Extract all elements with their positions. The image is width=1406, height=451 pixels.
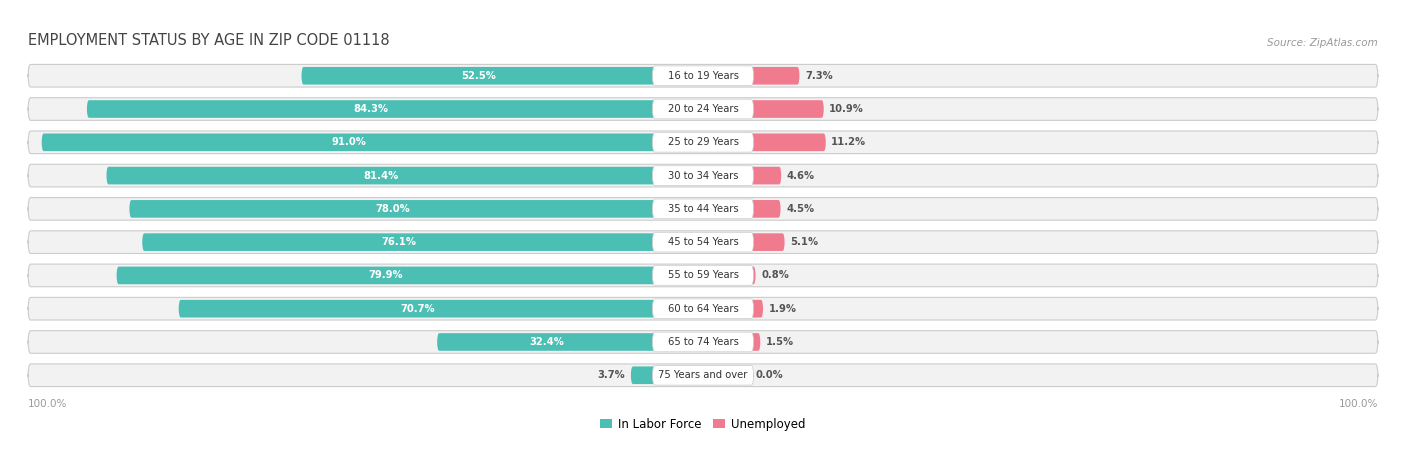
Text: 4.5%: 4.5% bbox=[786, 204, 814, 214]
FancyBboxPatch shape bbox=[28, 98, 1378, 120]
Text: 11.2%: 11.2% bbox=[831, 137, 866, 147]
Text: 52.5%: 52.5% bbox=[461, 71, 496, 81]
FancyBboxPatch shape bbox=[28, 131, 1378, 154]
Text: 3.7%: 3.7% bbox=[598, 370, 626, 380]
FancyBboxPatch shape bbox=[28, 231, 1378, 253]
Text: 45 to 54 Years: 45 to 54 Years bbox=[668, 237, 738, 247]
FancyBboxPatch shape bbox=[117, 267, 655, 284]
FancyBboxPatch shape bbox=[28, 164, 1378, 187]
Text: 5.1%: 5.1% bbox=[790, 237, 818, 247]
FancyBboxPatch shape bbox=[28, 297, 1378, 320]
FancyBboxPatch shape bbox=[28, 364, 1378, 387]
FancyBboxPatch shape bbox=[652, 66, 754, 86]
Text: 55 to 59 Years: 55 to 59 Years bbox=[668, 271, 738, 281]
FancyBboxPatch shape bbox=[437, 333, 655, 351]
FancyBboxPatch shape bbox=[301, 67, 655, 85]
Text: 84.3%: 84.3% bbox=[354, 104, 389, 114]
Text: 1.5%: 1.5% bbox=[766, 337, 794, 347]
Text: 91.0%: 91.0% bbox=[332, 137, 366, 147]
Legend: In Labor Force, Unemployed: In Labor Force, Unemployed bbox=[596, 413, 810, 436]
Text: 0.8%: 0.8% bbox=[761, 271, 789, 281]
Text: 100.0%: 100.0% bbox=[28, 399, 67, 409]
Text: 20 to 24 Years: 20 to 24 Years bbox=[668, 104, 738, 114]
Text: 30 to 34 Years: 30 to 34 Years bbox=[668, 170, 738, 180]
FancyBboxPatch shape bbox=[751, 100, 824, 118]
Text: 65 to 74 Years: 65 to 74 Years bbox=[668, 337, 738, 347]
FancyBboxPatch shape bbox=[28, 331, 1378, 353]
Text: 75 Years and over: 75 Years and over bbox=[658, 370, 748, 380]
FancyBboxPatch shape bbox=[652, 99, 754, 119]
FancyBboxPatch shape bbox=[42, 133, 655, 151]
Text: 16 to 19 Years: 16 to 19 Years bbox=[668, 71, 738, 81]
Text: 70.7%: 70.7% bbox=[399, 304, 434, 314]
FancyBboxPatch shape bbox=[751, 167, 782, 184]
Text: 32.4%: 32.4% bbox=[529, 337, 564, 347]
Text: 10.9%: 10.9% bbox=[830, 104, 865, 114]
Text: 60 to 64 Years: 60 to 64 Years bbox=[668, 304, 738, 314]
FancyBboxPatch shape bbox=[751, 267, 755, 284]
FancyBboxPatch shape bbox=[179, 300, 655, 318]
FancyBboxPatch shape bbox=[751, 300, 763, 318]
FancyBboxPatch shape bbox=[652, 299, 754, 318]
FancyBboxPatch shape bbox=[652, 133, 754, 152]
Text: 78.0%: 78.0% bbox=[375, 204, 411, 214]
FancyBboxPatch shape bbox=[751, 200, 780, 218]
FancyBboxPatch shape bbox=[652, 332, 754, 352]
FancyBboxPatch shape bbox=[129, 200, 655, 218]
FancyBboxPatch shape bbox=[751, 333, 761, 351]
Text: 100.0%: 100.0% bbox=[1339, 399, 1378, 409]
FancyBboxPatch shape bbox=[652, 199, 754, 219]
FancyBboxPatch shape bbox=[107, 167, 655, 184]
FancyBboxPatch shape bbox=[28, 264, 1378, 287]
Text: 7.3%: 7.3% bbox=[804, 71, 832, 81]
FancyBboxPatch shape bbox=[751, 67, 800, 85]
Text: 76.1%: 76.1% bbox=[381, 237, 416, 247]
FancyBboxPatch shape bbox=[28, 64, 1378, 87]
Text: 81.4%: 81.4% bbox=[364, 170, 399, 180]
Text: EMPLOYMENT STATUS BY AGE IN ZIP CODE 01118: EMPLOYMENT STATUS BY AGE IN ZIP CODE 011… bbox=[28, 33, 389, 48]
Text: 25 to 29 Years: 25 to 29 Years bbox=[668, 137, 738, 147]
Text: 79.9%: 79.9% bbox=[368, 271, 404, 281]
Text: 35 to 44 Years: 35 to 44 Years bbox=[668, 204, 738, 214]
FancyBboxPatch shape bbox=[751, 133, 825, 151]
FancyBboxPatch shape bbox=[28, 198, 1378, 220]
FancyBboxPatch shape bbox=[652, 266, 754, 285]
FancyBboxPatch shape bbox=[142, 233, 655, 251]
FancyBboxPatch shape bbox=[652, 232, 754, 252]
Text: Source: ZipAtlas.com: Source: ZipAtlas.com bbox=[1267, 38, 1378, 48]
Text: 4.6%: 4.6% bbox=[787, 170, 815, 180]
FancyBboxPatch shape bbox=[652, 166, 754, 185]
FancyBboxPatch shape bbox=[631, 366, 655, 384]
FancyBboxPatch shape bbox=[652, 365, 754, 385]
Text: 1.9%: 1.9% bbox=[769, 304, 796, 314]
Text: 0.0%: 0.0% bbox=[755, 370, 783, 380]
FancyBboxPatch shape bbox=[87, 100, 655, 118]
FancyBboxPatch shape bbox=[751, 233, 785, 251]
